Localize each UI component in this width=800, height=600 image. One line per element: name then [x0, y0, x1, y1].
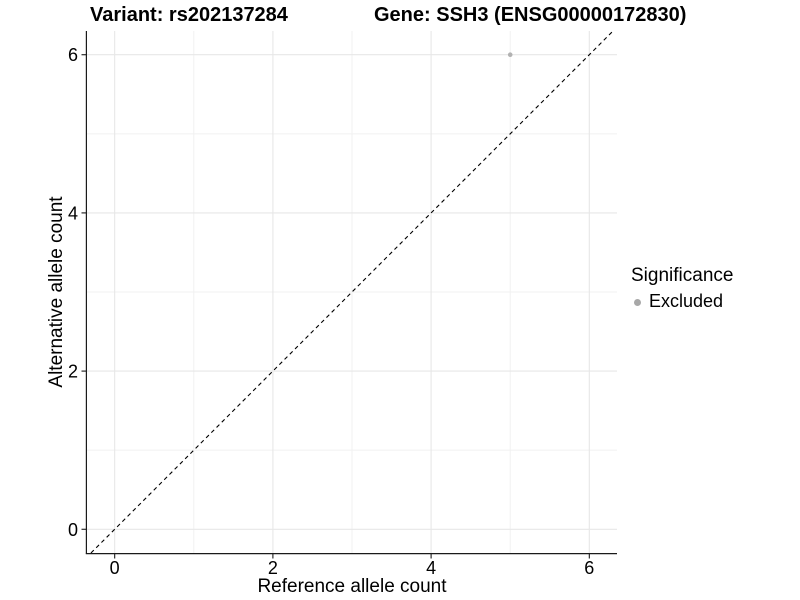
identity-reference-line [90, 30, 614, 554]
x-tick-label: 0 [110, 558, 120, 578]
x-axis-title: Reference allele count [257, 576, 447, 597]
legend: Significance Excluded [631, 265, 733, 312]
x-tick-label: 2 [268, 558, 278, 578]
y-tick-label: 6 [68, 45, 78, 65]
legend-point-icon [634, 298, 641, 306]
plot-title-variant: Variant: rs202137284 [90, 4, 288, 26]
y-tick-label: 2 [68, 362, 78, 382]
x-tick-label: 4 [426, 558, 436, 578]
x-tick-label: 6 [584, 558, 594, 578]
legend-item: Excluded [631, 291, 733, 312]
plot-title-gene: Gene: SSH3 (ENSG00000172830) [374, 4, 687, 26]
y-tick-label: 4 [68, 203, 78, 223]
data-point [507, 52, 513, 58]
legend-title: Significance [631, 265, 734, 286]
y-tick-label: 0 [68, 520, 78, 540]
legend-item-label: Excluded [649, 291, 724, 311]
